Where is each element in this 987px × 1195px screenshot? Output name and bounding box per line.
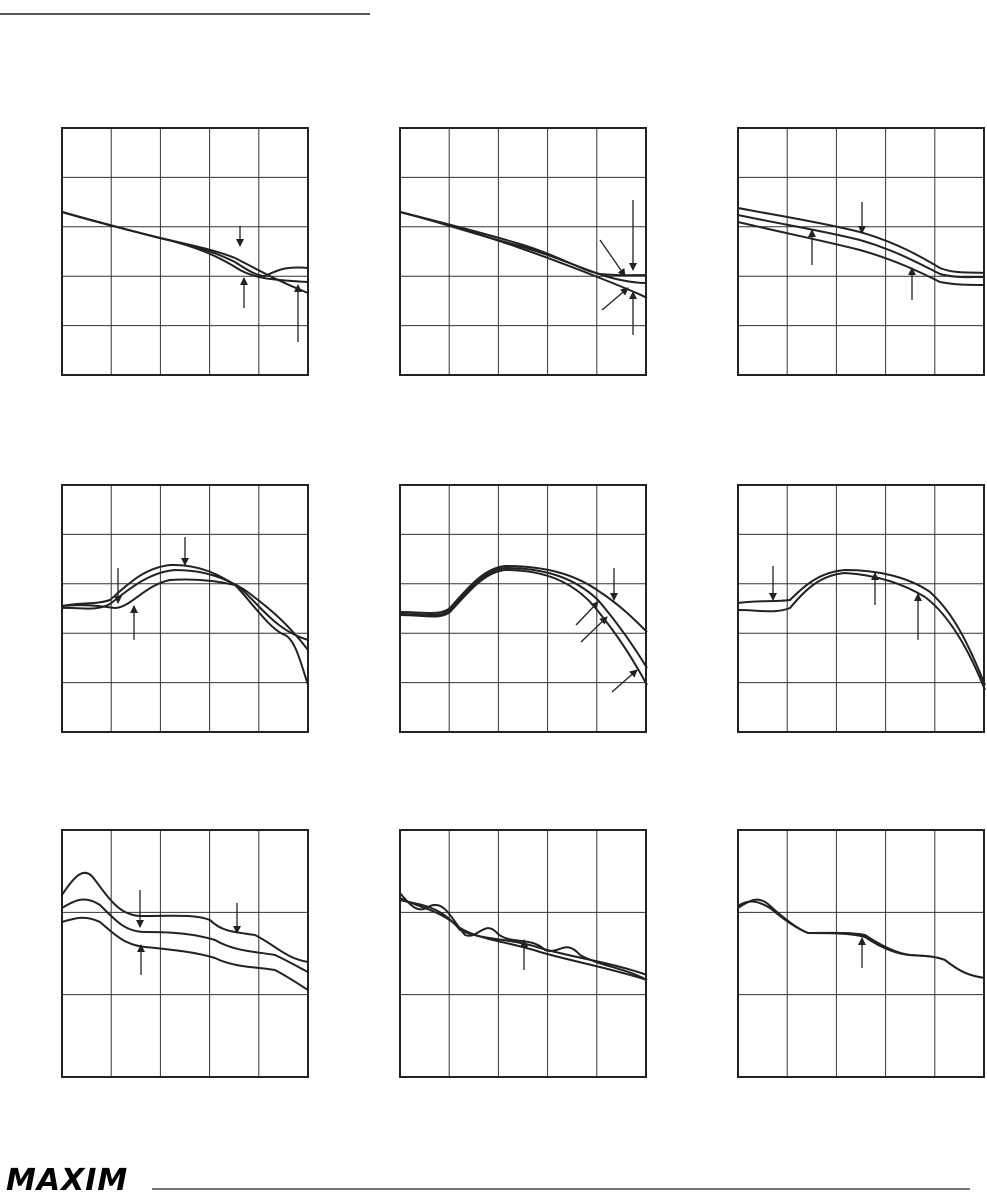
curve (61, 578, 309, 686)
arrow (611, 669, 638, 693)
curve (737, 221, 986, 286)
graph-frame (737, 127, 985, 376)
arrow (599, 239, 626, 277)
graph-frame (399, 484, 647, 733)
curve (399, 567, 648, 669)
graph-curves (61, 200, 986, 991)
curve (399, 899, 648, 976)
maxim-logo: MAXIM (6, 1163, 128, 1195)
arrow (601, 287, 629, 311)
curve (737, 214, 986, 279)
curve (399, 892, 648, 981)
curve (399, 897, 648, 981)
curve (399, 565, 648, 633)
curve (61, 563, 309, 641)
graph-frame (61, 484, 309, 733)
curve (61, 211, 309, 294)
curve (399, 569, 648, 686)
arrow (575, 601, 599, 626)
curve (737, 572, 986, 691)
graph-frame (61, 829, 309, 1078)
curve (61, 569, 309, 651)
graph-frame (399, 829, 647, 1078)
graph-frame (61, 127, 309, 376)
curve (737, 569, 986, 686)
curve (737, 207, 986, 274)
curve (61, 898, 309, 973)
arrow (580, 616, 608, 643)
graph-frame (737, 484, 985, 733)
graph-frame (737, 829, 985, 1078)
curve (61, 916, 309, 991)
graph-frame (399, 127, 647, 376)
curve (61, 871, 309, 963)
